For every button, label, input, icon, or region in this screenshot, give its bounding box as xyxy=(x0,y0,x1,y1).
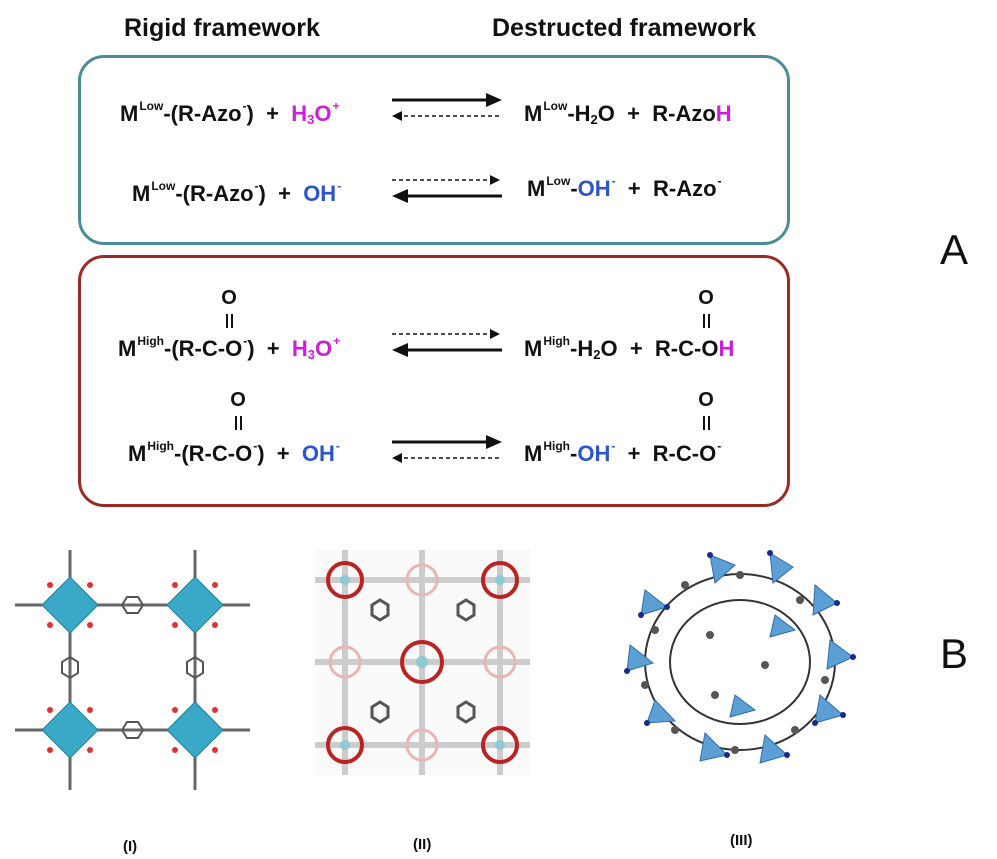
carbonyl-double-bond xyxy=(226,314,233,328)
caption-iii: (III) xyxy=(730,832,753,849)
low-valence-panel xyxy=(78,55,790,245)
carbonyl-oxygen: O xyxy=(698,389,714,411)
caption-ii: (II) xyxy=(413,836,432,853)
carbonyl-double-bond xyxy=(703,314,710,328)
caption-i: (I) xyxy=(123,838,138,855)
low-eq2-arrows xyxy=(392,175,502,203)
carbonyl-oxygen: O xyxy=(230,389,246,411)
high-eq1-arrows xyxy=(392,329,502,357)
high-eq1-products: MHigh-H2O + R-C-OH xyxy=(524,334,735,362)
low-eq2-products: MLow-OH- + R-Azo- xyxy=(527,174,722,201)
high-valence-panel xyxy=(78,255,790,507)
hydronium-ion: H3O+ xyxy=(291,334,341,362)
carbonyl-double-bond xyxy=(235,416,242,430)
header-destructed-framework: Destructed framework xyxy=(492,14,756,42)
high-eq2-arrows xyxy=(392,435,502,463)
hydroxide-ion: OH- xyxy=(303,179,342,206)
carbonyl-oxygen: O xyxy=(698,287,714,309)
section-label-a: A xyxy=(940,226,969,273)
high-eq1-reactants: MHigh-(R-C-O-) + H3O+ xyxy=(118,334,341,362)
hydronium-ion: H3O+ xyxy=(291,99,340,127)
high-eq2-reactants: MHigh-(R-C-O-) + OH- xyxy=(128,439,340,466)
low-eq2-reactants: MLow-(R-Azo-) + OH- xyxy=(132,179,342,206)
structure-ii-mof-image xyxy=(315,550,530,775)
structure-iii-zif-image xyxy=(624,550,856,764)
header-rigid-framework: Rigid framework xyxy=(124,14,320,42)
section-label-b: B xyxy=(940,630,969,677)
hydroxide-ion: OH- xyxy=(301,439,340,466)
carbonyl-oxygen: O xyxy=(221,287,237,309)
low-eq1-products: MLow-H2O + R-AzoH xyxy=(524,99,732,127)
carbonyl-double-bond xyxy=(703,416,710,430)
low-eq1-reactants: MLow-(R-Azo-) + H3O+ xyxy=(120,99,340,127)
low-eq1-arrows xyxy=(392,93,502,121)
high-eq2-products: MHigh-OH- + R-C-O- xyxy=(524,439,722,466)
structure-i-mof-image xyxy=(15,550,250,790)
